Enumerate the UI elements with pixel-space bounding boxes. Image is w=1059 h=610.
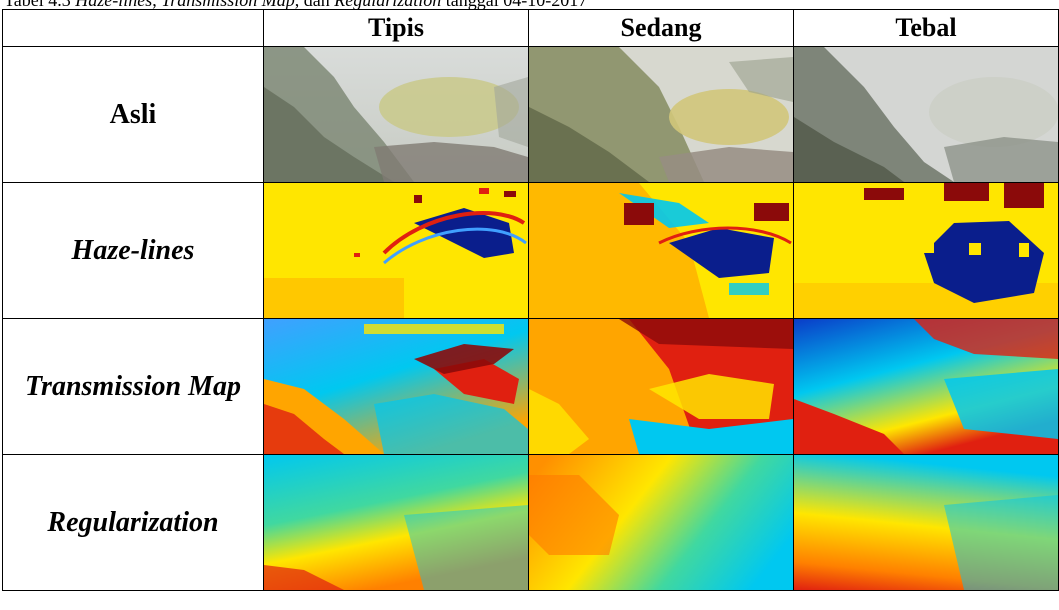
table-caption: Tabel 4.3 Haze-lines, Transmission Map, … [4,0,587,10]
row-label-haze-lines: Haze-lines [2,182,264,319]
header-col-tipis: Tipis [263,9,529,47]
table-row-haze-lines: Haze-lines [2,182,1059,319]
caption-separator-2: , dan [294,0,335,10]
image-transmission-tipis [263,318,529,455]
caption-term-haze-lines: Haze-lines [75,0,153,10]
map-haze-lines-sedang [529,183,793,318]
map-haze-lines-tebal [794,183,1058,318]
map-transmission-sedang [529,319,793,454]
image-asli-tebal [793,46,1059,183]
header-row: Tipis Sedang Tebal [2,9,1059,47]
caption-prefix: Tabel 4.3 [4,0,76,10]
map-regularization-tebal [794,455,1058,590]
image-asli-sedang [528,46,794,183]
caption-suffix: tanggal 04-10-2017 [441,0,588,10]
header-empty-cell [2,9,264,47]
table-row-asli: Asli [2,46,1059,183]
image-haze-lines-sedang [528,182,794,319]
row-label-asli: Asli [2,46,264,183]
row-label-transmission-map: Transmission Map [2,318,264,455]
table-row-transmission-map: Transmission Map [2,318,1059,455]
caption-term-regularization: Regularization [334,0,442,10]
map-transmission-tebal [794,319,1058,454]
photo-asli-tipis [264,47,528,182]
comparison-table: Tipis Sedang Tebal Asli [2,9,1059,591]
header-col-sedang: Sedang [528,9,794,47]
map-regularization-tipis [264,455,528,590]
image-regularization-sedang [528,454,794,591]
photo-asli-tebal [794,47,1058,182]
image-haze-lines-tipis [263,182,529,319]
header-col-tebal: Tebal [793,9,1059,47]
map-regularization-sedang [529,455,793,590]
row-label-regularization: Regularization [2,454,264,591]
caption-term-transmission-map: Transmission Map [161,0,295,10]
caption-separator-1: , [152,0,162,10]
image-regularization-tebal [793,454,1059,591]
image-asli-tipis [263,46,529,183]
photo-asli-sedang [529,47,793,182]
table-row-regularization: Regularization [2,454,1059,591]
map-haze-lines-tipis [264,183,528,318]
image-haze-lines-tebal [793,182,1059,319]
image-transmission-tebal [793,318,1059,455]
image-regularization-tipis [263,454,529,591]
map-transmission-tipis [264,319,528,454]
image-transmission-sedang [528,318,794,455]
